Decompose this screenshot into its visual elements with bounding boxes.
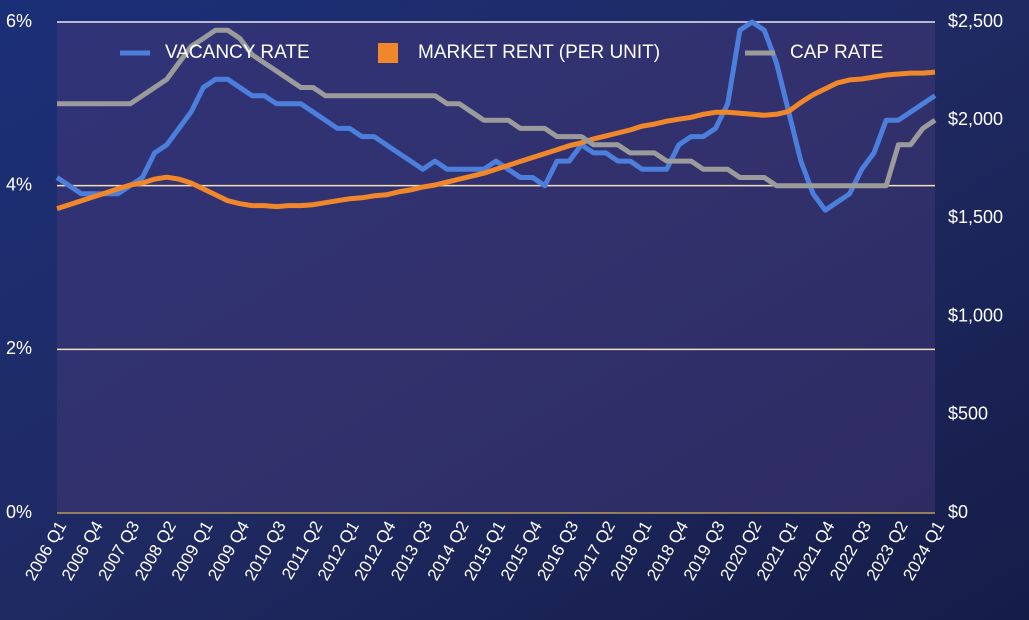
series-line (57, 27, 937, 189)
y2-tick-label: $1,500 (948, 207, 1003, 227)
series-line (56, 69, 936, 211)
y-tick-label: 0% (6, 502, 32, 522)
y2-tick-label: $0 (948, 502, 968, 522)
legend-label: VACANCY RATE (165, 42, 310, 63)
y-tick-label: 2% (6, 338, 32, 358)
legend-label: MARKET RENT (PER UNIT) (418, 42, 660, 63)
legend-label: CAP RATE (790, 42, 883, 63)
legend-swatch (378, 43, 398, 63)
y-tick-label: 4% (6, 174, 32, 194)
y-tick-label: 6% (6, 11, 32, 31)
plot-area (57, 22, 935, 513)
y2-tick-label: $2,000 (948, 109, 1003, 129)
y2-tick-label: $1,000 (948, 305, 1003, 325)
y2-tick-label: $2,500 (948, 11, 1003, 31)
y2-tick-label: $500 (948, 404, 988, 424)
